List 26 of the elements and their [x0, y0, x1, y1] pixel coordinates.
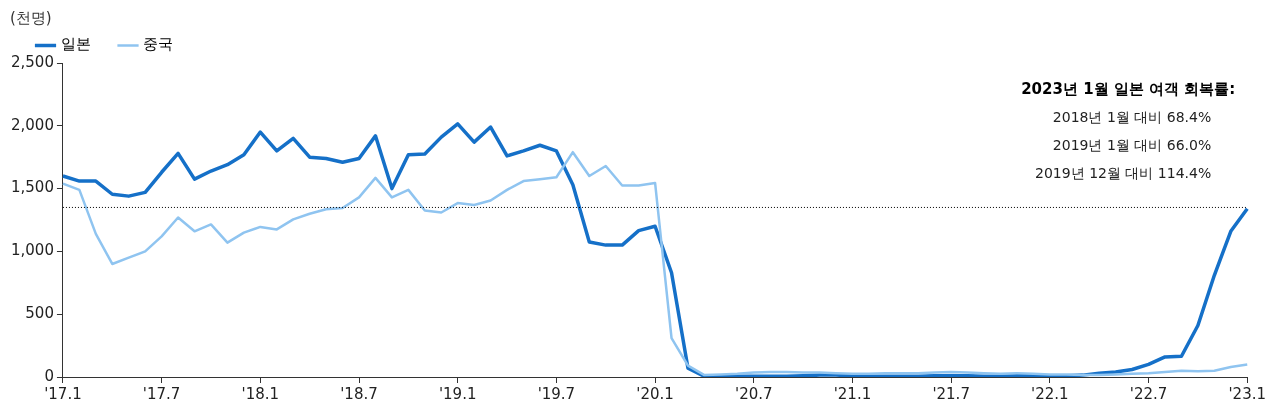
x-tick-label: '22.7: [1129, 384, 1168, 403]
y-tick-label: 0: [44, 366, 54, 385]
x-tick-label: '19.7: [537, 384, 576, 403]
x-tick-label: '19.1: [438, 384, 477, 403]
x-tick-label: '17.1: [44, 384, 82, 403]
x-tick-label: '20.1: [636, 384, 674, 403]
legend-label: 중국: [143, 35, 173, 54]
x-tick-label: '21.1: [833, 384, 872, 403]
annotation: 2023년 1월 일본 여객 회복률:: [1021, 80, 1236, 99]
y-tick-label: 1,000: [10, 241, 54, 260]
annotation: 2019년 12월 대비 114.4%: [1035, 164, 1212, 181]
y-tick-label: 500: [25, 304, 54, 323]
annotation: 2019년 1월 대비 66.0%: [1052, 136, 1212, 153]
x-tick-label: '18.7: [340, 384, 378, 403]
y-tick-label: 2,000: [10, 115, 54, 134]
y-tick-label: 2,500: [10, 52, 54, 71]
y-tick-label: 1,500: [10, 178, 54, 197]
annotation: 2018년 1월 대비 68.4%: [1052, 108, 1212, 125]
legend-label: 일본: [60, 35, 91, 54]
x-tick-label: '22.1: [1031, 384, 1069, 403]
x-tick-label: '18.1: [241, 384, 280, 403]
x-tick-label: '23.1: [1228, 384, 1266, 403]
x-tick-label: '17.7: [142, 384, 181, 403]
x-tick-label: '20.7: [735, 384, 773, 403]
x-tick-label: '21.7: [932, 384, 970, 403]
y-axis-title: (천명): [10, 9, 52, 28]
